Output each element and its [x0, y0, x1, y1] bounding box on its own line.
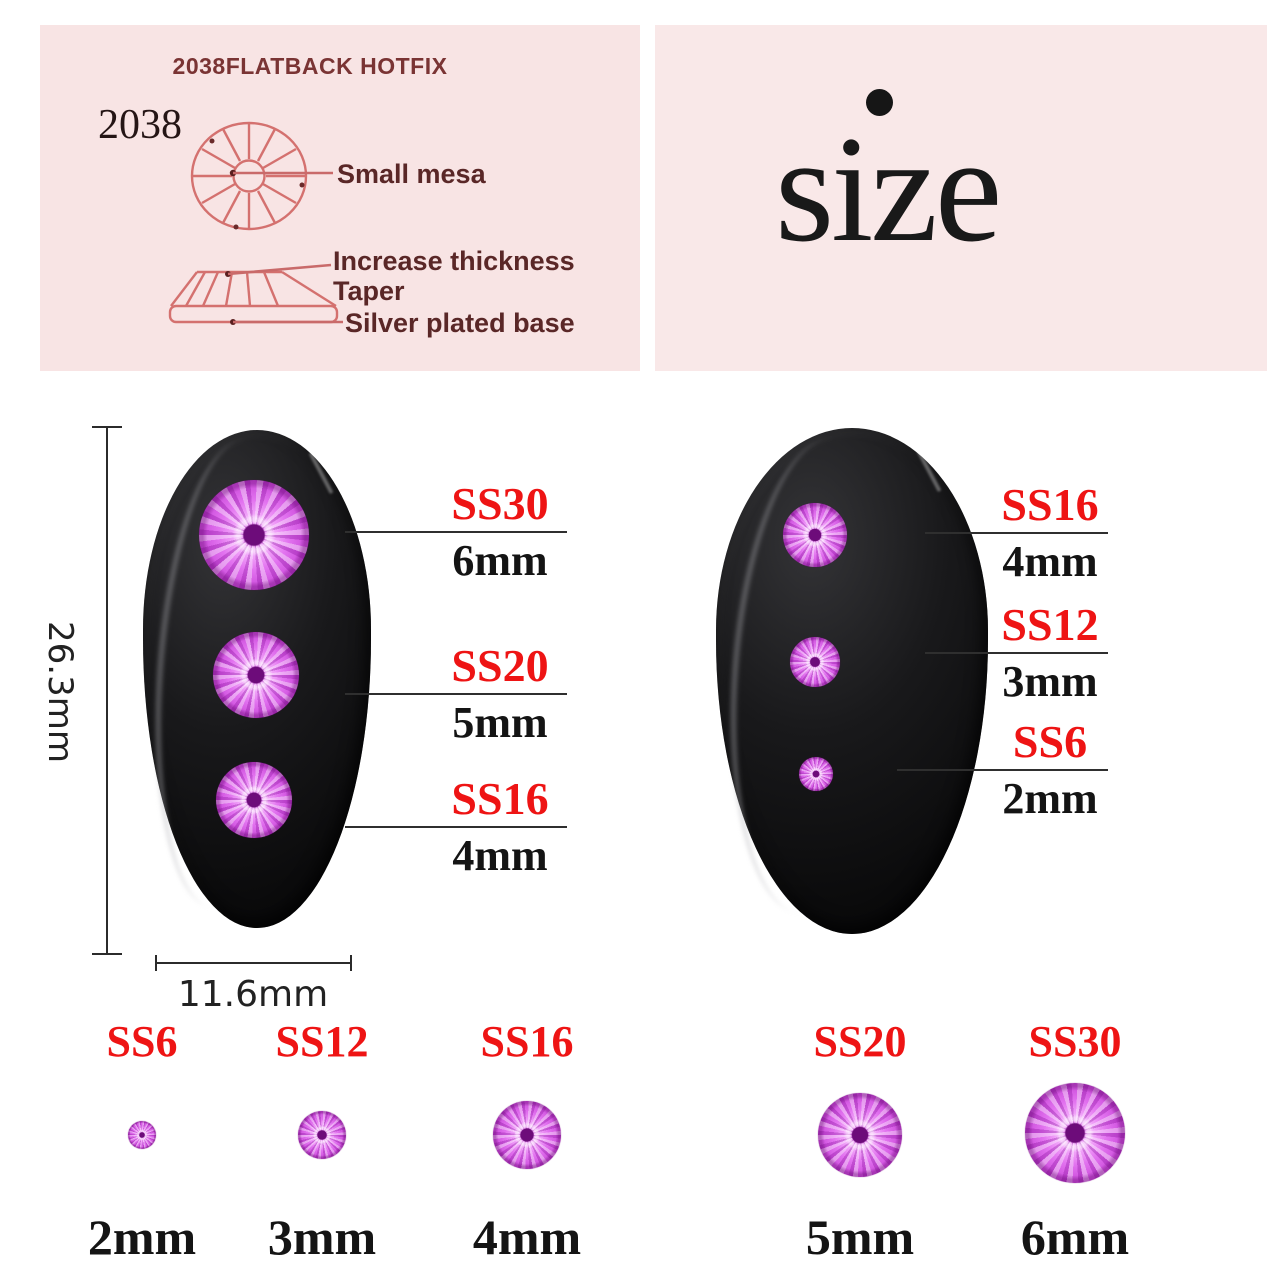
ss-label: SS20: [451, 640, 549, 691]
rhinestone-side-view-diagram: [168, 270, 339, 324]
nail-right: [716, 428, 988, 934]
height-measure-cap-top: [92, 426, 122, 428]
i-dot-accent: [866, 89, 893, 116]
height-measure-label: 26.3mm: [40, 621, 80, 763]
ss-label: SS6: [106, 1017, 178, 1066]
callout-taper: Taper: [333, 276, 405, 306]
callout-small-mesa: Small mesa: [337, 159, 486, 189]
rhinestone-ss20-on-nail: [213, 632, 299, 718]
rhinestone-top-view-diagram: [190, 121, 308, 231]
size-chart-item-ss30: SS30 6mm: [980, 1020, 1170, 1270]
rhinestone-ss12: [298, 1111, 346, 1159]
mm-label: 6mm: [1020, 1209, 1130, 1265]
callout-increase-thickness: Increase thickness: [333, 246, 575, 276]
ss-label: SS6: [1012, 716, 1088, 767]
callout-line: [925, 652, 1108, 654]
rhinestone-ss20: [818, 1093, 902, 1177]
rhinestone-ss30-on-nail: [199, 480, 309, 590]
size-chart-item-ss12: SS12 3mm: [227, 1020, 417, 1270]
mm-label: 4mm: [1002, 537, 1098, 586]
size-chart-item-ss20: SS20 5mm: [765, 1020, 955, 1270]
ss-label: SS12: [275, 1017, 369, 1066]
mm-label: 4mm: [452, 831, 548, 880]
mm-label: 5mm: [452, 698, 548, 747]
ss-label: SS16: [451, 773, 549, 824]
mm-label: 6mm: [452, 536, 548, 585]
mm-label: 2mm: [1002, 774, 1098, 823]
size-panel: size: [655, 25, 1267, 371]
mm-label: 4mm: [472, 1209, 582, 1265]
rhinestone-ss12-on-nail: [790, 637, 840, 687]
callout-line: [897, 769, 1108, 771]
rhinestone-ss16-on-nail: [783, 503, 847, 567]
leader-small-mesa: [229, 169, 333, 177]
mm-label: 3mm: [1002, 657, 1098, 706]
rhinestone-ss16-on-nail: [216, 762, 292, 838]
rhinestone-ss16: [493, 1101, 561, 1169]
mm-label: 2mm: [87, 1209, 197, 1265]
size-chart-item-ss16: SS16 4mm: [432, 1020, 622, 1270]
mm-label: 3mm: [267, 1209, 377, 1265]
width-measure-line: [156, 962, 352, 964]
callout-line: [345, 531, 567, 533]
size-heading: size: [775, 105, 1002, 273]
callout-line: [345, 693, 567, 695]
model-number: 2038: [98, 102, 182, 148]
mm-label: 5mm: [805, 1209, 915, 1265]
callout-silver-plated-base: Silver plated base: [345, 308, 575, 338]
ss-label: SS30: [1028, 1017, 1122, 1066]
width-measure-label: 11.6mm: [177, 974, 329, 1015]
height-measure-line: [106, 427, 108, 955]
rhinestone-ss6-on-nail: [799, 757, 833, 791]
leader-silver-base: [230, 319, 343, 325]
spec-panel: 2038FLATBACK HOTFIX 2038: [40, 25, 640, 371]
size-chart-item-ss6: SS6 2mm: [47, 1020, 237, 1270]
width-measure-cap-left: [155, 955, 157, 971]
ss-label: SS16: [1001, 479, 1099, 530]
width-measure-cap-right: [350, 955, 352, 971]
leader-increase-thickness: [225, 263, 332, 277]
ss-label: SS30: [451, 478, 549, 529]
height-measure-cap-bottom: [92, 953, 122, 955]
spec-panel-title: 2038FLATBACK HOTFIX: [172, 53, 448, 79]
rhinestone-ss30: [1025, 1083, 1125, 1183]
rhinestone-ss6: [128, 1121, 156, 1149]
ss-label: SS16: [480, 1017, 574, 1066]
ss-label: SS12: [1001, 599, 1099, 650]
rhinestone-diagram: [168, 121, 343, 325]
callout-line: [345, 826, 567, 828]
ss-label: SS20: [813, 1017, 907, 1066]
callout-line: [925, 532, 1108, 534]
